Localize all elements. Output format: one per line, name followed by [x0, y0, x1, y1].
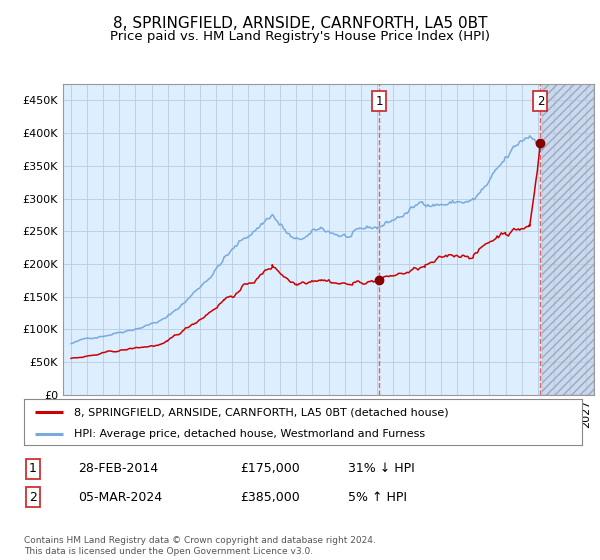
Text: 5% ↑ HPI: 5% ↑ HPI — [348, 491, 407, 504]
Text: 28-FEB-2014: 28-FEB-2014 — [78, 462, 158, 475]
Text: 2: 2 — [29, 491, 37, 504]
Text: Contains HM Land Registry data © Crown copyright and database right 2024.
This d: Contains HM Land Registry data © Crown c… — [24, 536, 376, 556]
Text: £385,000: £385,000 — [240, 491, 300, 504]
Text: £175,000: £175,000 — [240, 462, 300, 475]
Text: HPI: Average price, detached house, Westmorland and Furness: HPI: Average price, detached house, West… — [74, 429, 425, 438]
Text: 2: 2 — [536, 95, 544, 108]
Bar — [542, 84, 594, 395]
Text: 8, SPRINGFIELD, ARNSIDE, CARNFORTH, LA5 0BT (detached house): 8, SPRINGFIELD, ARNSIDE, CARNFORTH, LA5 … — [74, 407, 449, 417]
Text: Price paid vs. HM Land Registry's House Price Index (HPI): Price paid vs. HM Land Registry's House … — [110, 30, 490, 43]
Text: 8, SPRINGFIELD, ARNSIDE, CARNFORTH, LA5 0BT: 8, SPRINGFIELD, ARNSIDE, CARNFORTH, LA5 … — [113, 16, 487, 31]
Bar — [542, 84, 594, 395]
Text: 1: 1 — [29, 462, 37, 475]
Text: 05-MAR-2024: 05-MAR-2024 — [78, 491, 162, 504]
Text: 31% ↓ HPI: 31% ↓ HPI — [348, 462, 415, 475]
Text: 1: 1 — [376, 95, 383, 108]
